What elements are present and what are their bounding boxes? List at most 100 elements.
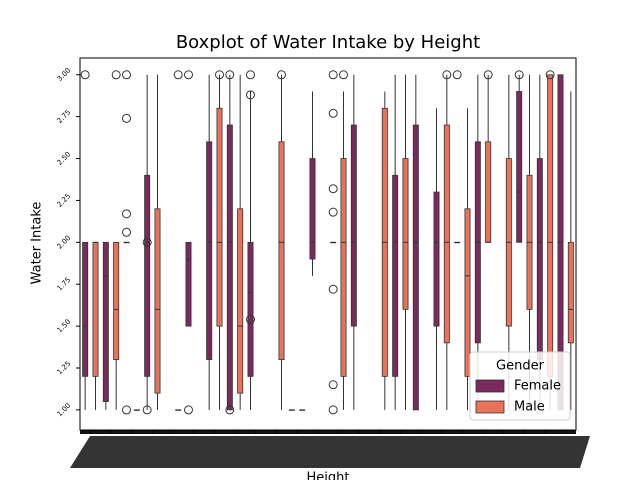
flier xyxy=(173,70,183,80)
box-body xyxy=(433,191,440,327)
box-body xyxy=(82,241,89,377)
legend-label: Male xyxy=(514,400,545,415)
flier xyxy=(122,405,131,415)
box-body xyxy=(102,241,109,402)
flier xyxy=(184,405,193,415)
flier xyxy=(225,70,235,80)
box xyxy=(246,70,255,410)
box-body xyxy=(412,124,419,411)
box-body xyxy=(567,241,574,344)
box xyxy=(514,70,524,243)
box xyxy=(133,409,140,411)
box xyxy=(173,70,183,411)
box-body xyxy=(216,107,223,327)
flier xyxy=(339,70,348,80)
box xyxy=(225,70,235,415)
flier xyxy=(328,70,338,80)
box xyxy=(102,241,109,410)
flier xyxy=(452,70,462,80)
box xyxy=(402,74,409,410)
box xyxy=(567,91,574,410)
legend-label: Female xyxy=(514,379,561,394)
y-axis-label: Water Intake xyxy=(30,202,45,285)
box xyxy=(339,70,348,410)
flier xyxy=(80,70,90,80)
box-body xyxy=(516,91,523,243)
chart-title: Boxplot of Water Intake by Height xyxy=(176,32,480,53)
x-tick-blob xyxy=(80,430,576,434)
box xyxy=(184,70,193,415)
flier xyxy=(246,70,255,80)
box-body xyxy=(309,158,316,260)
flier xyxy=(122,227,131,237)
box-body xyxy=(443,124,450,344)
box xyxy=(92,241,99,410)
box-body xyxy=(350,124,357,327)
box xyxy=(452,70,462,244)
box xyxy=(412,74,419,411)
flier xyxy=(328,207,338,217)
flier xyxy=(215,70,224,80)
box xyxy=(483,70,493,243)
flier xyxy=(225,405,235,415)
flier xyxy=(122,209,131,219)
box xyxy=(442,70,452,410)
box-body xyxy=(340,158,347,377)
box xyxy=(299,409,306,411)
box-body xyxy=(247,241,254,377)
box-body xyxy=(536,158,543,361)
flier xyxy=(328,108,338,118)
flier xyxy=(142,237,152,247)
flier xyxy=(328,284,338,294)
box xyxy=(80,70,90,410)
flier xyxy=(514,70,524,80)
box xyxy=(215,70,224,410)
box xyxy=(392,74,399,410)
box xyxy=(237,74,244,410)
box xyxy=(122,70,131,415)
box-body xyxy=(185,241,192,327)
legend-title: Gender xyxy=(496,359,545,374)
flier xyxy=(483,70,493,80)
box xyxy=(288,409,295,411)
flier xyxy=(122,113,131,123)
box-body xyxy=(144,174,151,377)
flier xyxy=(111,70,121,80)
flier xyxy=(184,70,193,80)
box xyxy=(142,74,152,415)
box xyxy=(464,108,471,410)
box xyxy=(111,70,121,410)
plot-frame xyxy=(79,57,577,431)
flier xyxy=(328,380,338,390)
flier xyxy=(246,90,255,100)
box-body xyxy=(237,208,244,394)
box xyxy=(350,74,357,410)
box xyxy=(328,70,338,415)
box-body xyxy=(113,241,120,361)
flier xyxy=(545,70,555,80)
box xyxy=(381,91,388,410)
box-body xyxy=(402,158,409,310)
flier xyxy=(328,405,338,415)
flier xyxy=(277,70,286,80)
flier xyxy=(442,70,452,80)
box-body xyxy=(154,208,161,394)
box-body xyxy=(278,141,285,361)
box-body xyxy=(392,174,399,377)
box xyxy=(277,70,286,410)
box-body xyxy=(92,241,99,377)
flier xyxy=(328,184,338,194)
legend-swatch xyxy=(475,379,505,393)
x-axis-label: Height xyxy=(307,471,350,480)
box xyxy=(433,108,440,410)
box xyxy=(309,91,316,276)
box-body xyxy=(485,141,492,243)
box-body xyxy=(226,124,233,411)
box-body xyxy=(206,141,213,361)
flier xyxy=(142,405,152,415)
legend-swatch xyxy=(475,400,505,414)
legend: Gender Female Male xyxy=(469,351,571,421)
box xyxy=(154,74,161,410)
flier xyxy=(246,314,255,324)
